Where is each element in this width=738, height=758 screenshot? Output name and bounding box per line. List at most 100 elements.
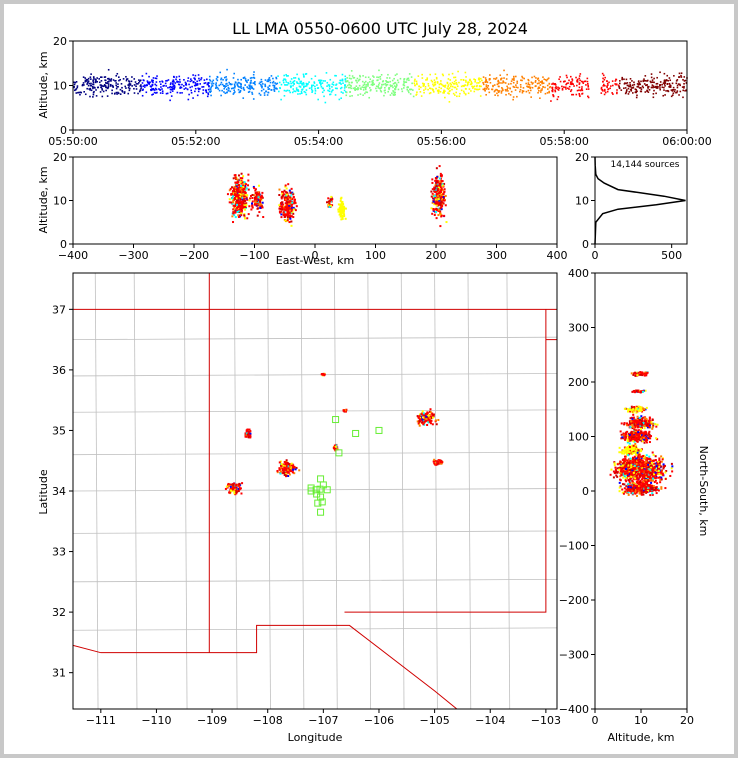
source-point [240,188,243,191]
source-point [241,204,244,207]
source-point [494,89,496,92]
source-point [644,437,647,440]
source-point [643,420,646,423]
source-point [618,481,621,484]
source-point [422,412,425,415]
source-point [448,92,450,95]
source-point [639,431,642,434]
source-point [561,87,564,90]
alt-axis-tick-label: 20 [53,151,67,164]
source-point [339,204,342,207]
source-point [641,85,644,88]
source-point [497,90,499,92]
source-point [292,467,295,470]
source-point [432,90,435,93]
source-point [199,83,201,85]
source-point [621,76,624,79]
source-point [622,449,625,452]
source-point [682,96,684,99]
source-point [541,81,544,83]
source-point [558,78,560,81]
source-point [453,76,455,79]
source-point [252,88,255,90]
source-point [75,81,78,83]
source-point [236,203,239,206]
source-point [176,81,178,83]
source-point [262,83,264,85]
source-point [443,91,445,94]
ew-axis-tick-label: −400 [58,249,88,262]
source-point [185,83,187,85]
source-point [292,212,295,215]
source-point [429,87,431,90]
source-point [583,80,586,83]
source-point [423,84,425,87]
lat-tick-label: 36 [52,364,66,377]
source-point [302,73,305,76]
source-point [231,197,234,200]
source-point [637,463,640,466]
source-point [630,408,633,411]
source-point [341,204,344,207]
source-point [101,95,104,98]
source-point [373,83,375,86]
source-point [286,213,289,216]
source-point [676,84,679,87]
source-point [570,89,573,91]
source-point [536,82,539,85]
source-point [650,481,653,484]
source-point [255,196,258,199]
source-point [190,79,193,82]
source-point [647,86,649,88]
source-point [655,425,658,428]
source-point [602,80,604,83]
source-point [339,82,342,84]
source-point [655,83,658,85]
source-point [438,86,441,89]
source-point [289,206,292,209]
source-point [489,81,492,84]
source-point [280,467,283,470]
source-point [628,446,631,449]
source-point [517,86,519,89]
source-point [638,408,641,411]
source-point [161,88,163,90]
source-point [250,85,253,88]
source-point [286,193,289,196]
source-point [632,431,635,434]
source-point [115,82,117,84]
source-point [255,192,258,195]
source-point [442,74,445,77]
source-point [179,92,181,94]
source-point [351,75,354,77]
source-point [527,79,530,82]
source-point [604,91,607,94]
source-point [626,453,629,456]
source-point [246,198,249,201]
source-point [644,79,647,82]
source-point [487,88,490,90]
source-point [650,73,653,75]
source-point [446,87,449,90]
source-point [363,83,366,86]
source-point [75,92,78,94]
source-point [292,202,295,205]
source-point [581,89,584,92]
source-point [439,177,442,180]
source-point [489,74,491,76]
source-point [537,91,539,94]
source-point [243,205,246,208]
source-point [289,196,292,199]
source-point [641,410,644,413]
source-point [303,83,305,85]
time-axis-tick-label: 05:54:00 [294,135,343,148]
source-point [293,472,296,475]
source-point [547,88,549,90]
source-point [522,90,525,93]
source-point [624,477,627,480]
source-point [258,211,261,214]
source-point [434,419,437,422]
source-point [612,470,615,473]
source-point [259,206,262,209]
source-point [340,207,343,210]
